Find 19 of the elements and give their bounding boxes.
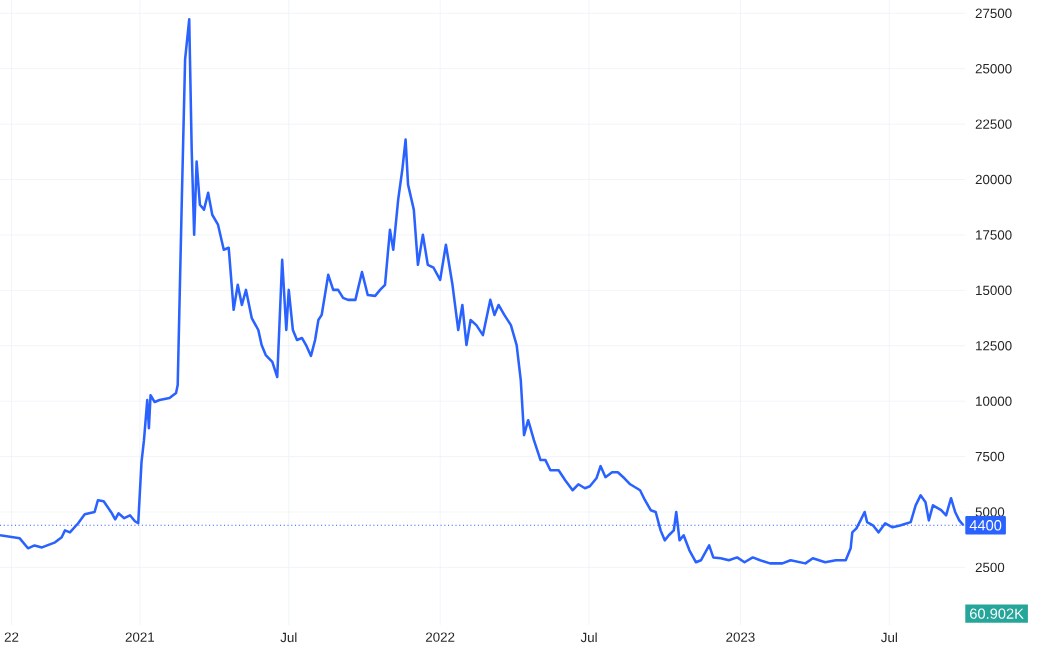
- x-tick-label: Jul: [881, 632, 897, 643]
- x-tick-label: 2021: [125, 632, 155, 642]
- y-tick-label: 12500: [976, 341, 1012, 351]
- x-tick-label: Jul: [280, 632, 297, 643]
- y-tick-label: 10000: [976, 396, 1012, 406]
- x-tick-label: 2022: [425, 632, 455, 642]
- text: 60.902K: [970, 608, 1024, 619]
- y-tick-label: 25000: [975, 63, 1012, 74]
- y-tick-label: 2500: [975, 562, 1005, 573]
- x-tick-label: Jul: [580, 632, 597, 643]
- y-tick-label: 7500: [975, 451, 1005, 462]
- y-tick-label: 15000: [976, 285, 1012, 296]
- y-tick-label: 17500: [976, 230, 1012, 240]
- x-tick-label: 22: [4, 632, 19, 642]
- y-tick-label: 20000: [975, 174, 1012, 185]
- y-tick-label: 22500: [975, 119, 1012, 129]
- x-tick-label: 2023: [726, 632, 755, 642]
- y-tick-label: 27500: [975, 8, 1012, 19]
- ref-line-label: 4400: [969, 520, 1002, 531]
